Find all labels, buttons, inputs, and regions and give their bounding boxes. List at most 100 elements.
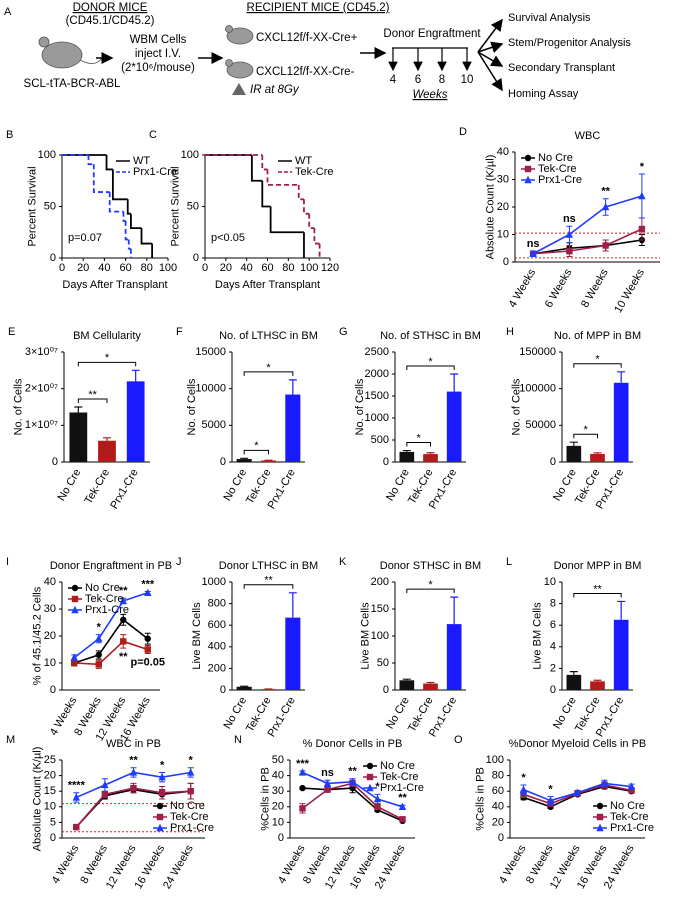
legend-label: Tek-Cre <box>380 771 419 783</box>
panel-label: L <box>506 556 512 568</box>
legend-label: Prx1-Cre <box>380 782 424 794</box>
y-tick-label: 20 <box>492 816 504 828</box>
survival-step <box>308 213 315 230</box>
survival-step <box>261 180 271 208</box>
survival-step <box>250 155 263 182</box>
significance: * <box>97 622 102 634</box>
marker <box>299 805 306 812</box>
y-tick-label: 40 <box>497 146 509 158</box>
bar <box>236 459 252 462</box>
x-axis-label: Days After Transplant <box>62 279 167 291</box>
annotation: p=0.07 <box>68 232 102 244</box>
y-tick-label: 20 <box>44 630 56 642</box>
error-bar <box>288 379 297 395</box>
panel-label: G <box>339 326 348 338</box>
marker <box>573 788 582 796</box>
bar <box>446 624 462 690</box>
significance-bracket <box>406 442 431 447</box>
x-tick-label: No Cre <box>56 467 84 503</box>
y-tick-label: 1500 <box>365 390 389 402</box>
legend-label: Tek-Cre <box>610 811 649 823</box>
panel-label: I <box>6 556 9 568</box>
y-tick-label: 20 <box>497 201 509 213</box>
marker <box>323 779 332 787</box>
bar <box>613 619 629 690</box>
significance-bracket <box>243 584 294 589</box>
recipient-group: CXCL12f/f-XX-Cre- <box>256 66 355 78</box>
y-tick-label: 40 <box>492 801 504 813</box>
bar <box>446 391 462 462</box>
y-tick-label: 5000 <box>202 419 226 431</box>
error-bar <box>402 449 411 452</box>
bar <box>236 686 252 690</box>
y-tick-label: 1×10⁰⁷ <box>25 419 58 431</box>
marker <box>566 247 573 255</box>
analysis: Homing Assay <box>508 88 579 100</box>
y-tick-label: 0 <box>50 832 56 844</box>
legend-label: Prx1-Cre <box>85 604 129 616</box>
chart-title: BM Cellularity <box>73 330 141 342</box>
x-tick-label: 8 Weeks <box>579 267 611 310</box>
irradiation-icon <box>232 83 246 95</box>
error-bar <box>593 679 602 682</box>
y-tick-label: 0 <box>383 684 389 696</box>
y-axis-label: % of 45.1/45.2 Cells <box>32 586 44 685</box>
significance-bracket <box>243 449 269 455</box>
panel-label: B <box>6 129 13 141</box>
marker <box>628 787 635 794</box>
legend-label: No Cre <box>170 800 205 812</box>
significance: ** <box>119 585 128 597</box>
panel-label: F <box>176 326 183 338</box>
x-tick-label: 0 <box>202 262 208 274</box>
error-bar <box>74 406 83 413</box>
x-tick-label: 60 <box>119 262 131 274</box>
significance-bracket <box>573 433 598 439</box>
y-tick-label: 10 <box>544 576 556 588</box>
y-tick-label: 3×10⁰⁷ <box>25 346 58 358</box>
y-tick-label: 100 <box>181 149 199 161</box>
legend-label: WT <box>295 155 312 167</box>
legend-label: Prx1-Cre <box>610 822 654 834</box>
panel-label: D <box>459 126 467 138</box>
panel-label: J <box>176 556 182 568</box>
marker <box>187 788 194 795</box>
y-tick-label: 50 <box>187 200 199 212</box>
series-line <box>74 640 149 666</box>
injection-line: (2*10⁶/mouse) <box>121 62 195 74</box>
y-tick-label: 600 <box>208 619 226 631</box>
y-axis-label: No. of Cells <box>186 378 198 435</box>
marker <box>95 661 102 668</box>
significance-bracket <box>406 588 455 594</box>
significance: **** <box>68 780 86 792</box>
y-axis-label: %Cells in PB <box>474 767 486 831</box>
significance: * <box>254 440 259 452</box>
y-tick-label: 0 <box>50 252 56 264</box>
marker <box>129 768 138 776</box>
marker <box>120 616 127 623</box>
bar <box>399 451 415 462</box>
significance: * <box>428 579 433 591</box>
timeline-point: 8 <box>439 74 445 86</box>
donor-subtitle: (CD45.1/CD45.2) <box>66 15 155 27</box>
marker <box>324 786 331 793</box>
x-tick-label: 80 <box>141 262 153 274</box>
legend-label: Tek-Cre <box>538 163 577 175</box>
bar <box>423 683 438 690</box>
marker <box>602 242 609 249</box>
y-tick-label: 200 <box>208 662 226 674</box>
y-tick-label: 2 <box>550 662 556 674</box>
significance: * <box>266 362 271 374</box>
error-bar <box>569 671 578 675</box>
timeline-title: Donor Engraftment <box>383 28 481 40</box>
significance: p=0.05 <box>130 656 165 668</box>
y-axis-label: Percent Survival <box>169 166 181 246</box>
y-tick-label: 400 <box>208 641 226 653</box>
marker <box>627 782 636 790</box>
x-tick-label: 6 Weeks <box>543 267 575 310</box>
y-tick-label: 50 <box>377 657 389 669</box>
survival-step <box>261 155 268 171</box>
significance: *** <box>141 578 155 590</box>
survival-step <box>124 220 129 241</box>
y-tick-label: 8 <box>550 598 556 610</box>
